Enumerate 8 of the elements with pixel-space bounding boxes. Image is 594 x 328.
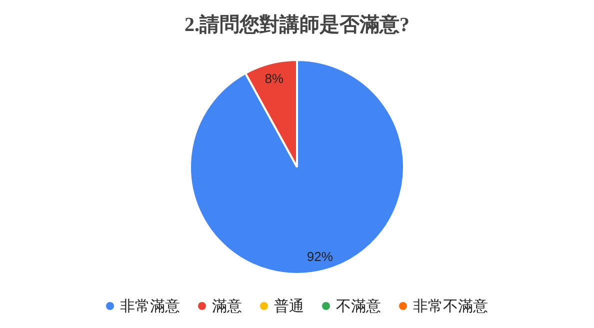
legend-label: 不滿意 [336,297,381,315]
legend-label: 普通 [274,297,304,315]
legend-label: 非常不滿意 [413,297,488,315]
data-label: 92% [306,249,334,264]
legend-label: 非常滿意 [120,297,180,315]
data-label: 8% [264,70,284,86]
chart-title: 2.請問您對講師是否滿意? [184,13,410,36]
legend-label: 滿意 [212,297,242,315]
